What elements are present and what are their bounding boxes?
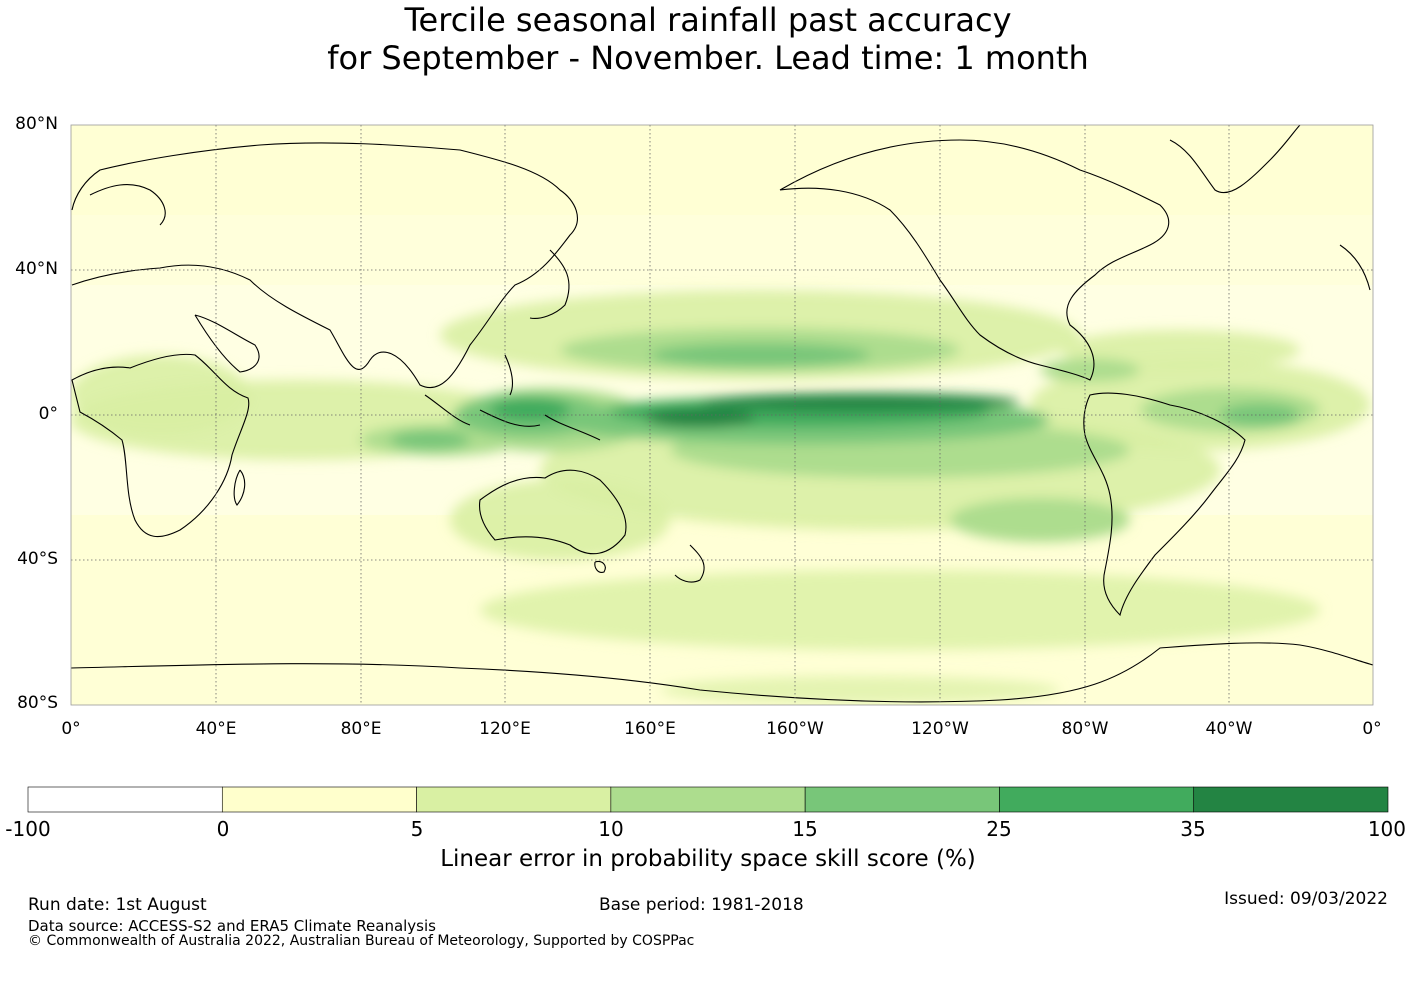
lon-label-80e: 80°E: [340, 719, 382, 739]
colorbar-swatch: [804, 786, 1000, 813]
graticule: [71, 125, 1373, 705]
lon-label-120e: 120°E: [479, 719, 531, 739]
lon-label-0-right: 0°: [1362, 719, 1382, 739]
colorbar: [27, 786, 1389, 813]
colorbar-swatch: [1193, 786, 1389, 813]
lat-label-0: 0°: [38, 404, 58, 424]
colorbar-tick-label: 0: [216, 817, 230, 841]
lat-label-40n: 40°N: [15, 259, 58, 279]
lon-label-40e: 40°E: [195, 719, 237, 739]
coastlines: [71, 125, 1373, 703]
data-source: Data source: ACCESS-S2 and ERA5 Climate …: [28, 917, 436, 935]
colorbar-tick-label: 15: [792, 817, 818, 841]
skill-field: [71, 125, 1373, 705]
lon-label-0-left: 0°: [61, 719, 81, 739]
lat-label-80s: 80°S: [17, 693, 58, 713]
lat-label-40s: 40°S: [17, 549, 58, 569]
colorbar-tick-label: 35: [1180, 817, 1206, 841]
title-line-1: Tercile seasonal rainfall past accuracy: [404, 1, 1012, 39]
colorbar-swatch: [999, 786, 1195, 813]
title-line-2: for September - November. Lead time: 1 m…: [327, 39, 1089, 77]
lon-label-80w: 80°W: [1061, 719, 1109, 739]
colorbar-tick-label: 5: [410, 817, 424, 841]
base-period: Base period: 1981-2018: [599, 895, 804, 915]
colorbar-title: Linear error in probability space skill …: [440, 846, 976, 872]
lon-label-160w: 160°W: [766, 719, 824, 739]
colorbar-tick-label: -100: [5, 817, 51, 841]
colorbar-tick-label: 25: [986, 817, 1012, 841]
lat-label-80n: 80°N: [15, 114, 58, 134]
colorbar-tick-label: 100: [1367, 817, 1406, 841]
issued-date: Issued: 09/03/2022: [1224, 889, 1388, 909]
lon-label-120w: 120°W: [911, 719, 969, 739]
copyright: © Commonwealth of Australia 2022, Austra…: [28, 933, 695, 949]
lon-label-160e: 160°E: [624, 719, 676, 739]
colorbar-swatch: [221, 786, 417, 813]
colorbar-swatch: [610, 786, 806, 813]
colorbar-swatch: [27, 786, 223, 813]
lon-label-40w: 40°W: [1205, 719, 1253, 739]
colorbar-swatch: [416, 786, 612, 813]
map-frame: [70, 124, 1374, 706]
colorbar-tick-label: 10: [598, 817, 624, 841]
run-date: Run date: 1st August: [28, 895, 207, 915]
